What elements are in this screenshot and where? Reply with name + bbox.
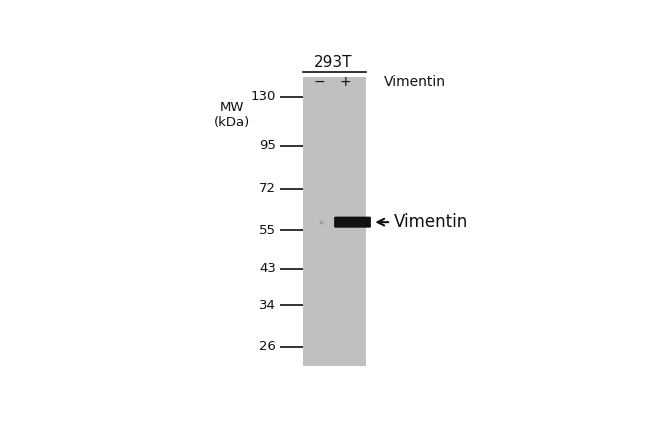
Text: MW
(kDa): MW (kDa): [214, 101, 250, 129]
Text: 95: 95: [259, 139, 276, 152]
Text: Vimentin: Vimentin: [384, 75, 445, 89]
Text: 72: 72: [259, 182, 276, 195]
Text: 55: 55: [259, 224, 276, 237]
Text: 130: 130: [251, 90, 276, 103]
Text: 43: 43: [259, 262, 276, 275]
Text: 26: 26: [259, 340, 276, 353]
Text: −: −: [314, 75, 326, 89]
FancyBboxPatch shape: [334, 216, 371, 228]
Text: +: +: [340, 75, 352, 89]
Text: 34: 34: [259, 299, 276, 311]
Text: 293T: 293T: [314, 54, 352, 70]
Text: Vimentin: Vimentin: [393, 213, 468, 231]
